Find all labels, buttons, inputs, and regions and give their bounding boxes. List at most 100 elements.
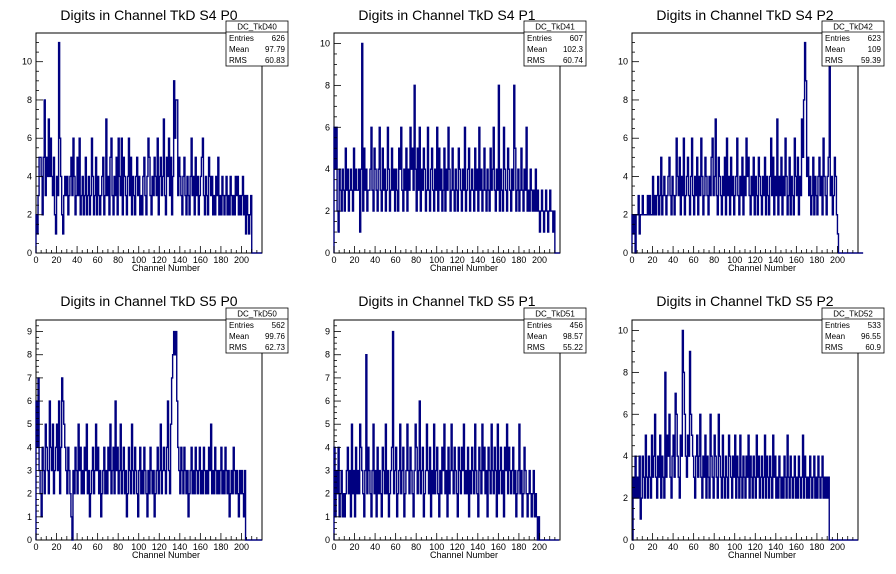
- x-tick-label: 40: [370, 255, 380, 265]
- stats-box-frame: [225, 307, 289, 354]
- x-tick-label: 200: [234, 542, 249, 552]
- y-tick-label: 0: [27, 535, 32, 545]
- x-tick-label: 20: [52, 542, 62, 552]
- stats-box-name: DC_TkD40: [237, 23, 277, 32]
- y-tick-label: 2: [27, 210, 32, 220]
- x-axis-label: Channel Number: [430, 263, 498, 273]
- y-tick-label: 5: [325, 419, 330, 429]
- x-tick-label: 140: [470, 542, 485, 552]
- histogram-series: [35, 41, 262, 254]
- x-tick-label: 140: [470, 255, 485, 265]
- stats-box-frame: [523, 20, 587, 67]
- x-tick-label: 200: [234, 255, 249, 265]
- stats-value: 626: [272, 34, 286, 43]
- y-tick-label: 4: [623, 171, 628, 181]
- x-tick-label: 160: [193, 255, 208, 265]
- stats-label: Mean: [527, 45, 547, 54]
- stats-label: Entries: [527, 321, 552, 330]
- y-tick-label: 0: [623, 248, 628, 258]
- y-tick-label: 4: [623, 451, 628, 461]
- x-tick-label: 80: [113, 542, 123, 552]
- stats-value: 59.39: [861, 56, 882, 65]
- stats-value: 60.9: [865, 343, 881, 352]
- stats-box: DC_TkD41 Entries 607 Mean 102.3 RMS 60.74: [523, 20, 587, 67]
- chart-title: Digits in Channel TkD S4 P2: [656, 7, 833, 23]
- stats-box-frame: [821, 20, 885, 67]
- x-tick-label: 100: [727, 255, 742, 265]
- histogram-panel: Digits in Channel TkD S5 P20 20 40 60 80 100 1…: [618, 293, 885, 560]
- y-tick-label: 1: [325, 512, 330, 522]
- y-tick-label: 6: [623, 133, 628, 143]
- y-tick-label: 9: [27, 327, 32, 337]
- y-tick-label: 10: [618, 57, 628, 67]
- x-tick-label: 160: [491, 542, 506, 552]
- stats-box-name: DC_TkD41: [535, 23, 575, 32]
- x-tick-label: 40: [668, 255, 678, 265]
- x-tick-label: 100: [131, 255, 146, 265]
- x-tick-label: 80: [411, 255, 421, 265]
- stats-box: DC_TkD52 Entries 533 Mean 96.55 RMS 60.9: [821, 307, 885, 354]
- y-tick-label: 10: [320, 38, 330, 48]
- x-axis-label: Channel Number: [132, 550, 200, 560]
- stats-box: DC_TkD42 Entries 623 Mean 109 RMS 59.39: [821, 20, 885, 67]
- x-axis-label: Channel Number: [728, 550, 796, 560]
- y-tick-label: 8: [325, 80, 330, 90]
- chart-title: Digits in Channel TkD S5 P1: [358, 293, 535, 309]
- x-tick-label: 120: [748, 542, 763, 552]
- x-tick-label: 0: [331, 255, 336, 265]
- stats-value: 98.57: [563, 332, 584, 341]
- stats-value: 99.76: [265, 332, 286, 341]
- x-tick-label: 120: [450, 255, 465, 265]
- x-tick-label: 160: [491, 255, 506, 265]
- stats-label: Mean: [229, 45, 249, 54]
- x-tick-label: 0: [629, 255, 634, 265]
- x-tick-label: 20: [52, 255, 62, 265]
- y-tick-label: 6: [623, 409, 628, 419]
- x-tick-label: 80: [113, 255, 123, 265]
- histogram-series: [333, 330, 559, 541]
- y-tick-label: 8: [325, 350, 330, 360]
- stats-label: Entries: [527, 34, 552, 43]
- stats-label: Mean: [229, 332, 249, 341]
- stats-value: 62.73: [265, 343, 286, 352]
- x-tick-label: 60: [689, 255, 699, 265]
- histogram-panel: Digits in Channel TkD S4 P00 20 40 60 80 100 1…: [22, 7, 289, 273]
- x-tick-label: 60: [689, 542, 699, 552]
- y-tick-label: 0: [623, 535, 628, 545]
- y-tick-label: 8: [27, 350, 32, 360]
- y-tick-label: 8: [623, 367, 628, 377]
- x-tick-label: 60: [93, 255, 103, 265]
- y-tick-label: 4: [27, 442, 32, 452]
- stats-value: 533: [868, 321, 882, 330]
- x-tick-label: 180: [213, 542, 228, 552]
- y-tick-label: 2: [27, 489, 32, 499]
- x-tick-label: 40: [370, 542, 380, 552]
- x-tick-label: 40: [72, 542, 82, 552]
- y-tick-label: 2: [623, 210, 628, 220]
- stats-box-frame: [225, 20, 289, 67]
- x-axis-label: Channel Number: [728, 263, 796, 273]
- histogram-series: [333, 42, 560, 254]
- x-tick-label: 100: [429, 255, 444, 265]
- y-tick-label: 3: [27, 466, 32, 476]
- stats-label: Mean: [527, 332, 547, 341]
- y-tick-label: 0: [325, 535, 330, 545]
- x-tick-label: 180: [809, 255, 824, 265]
- y-tick-label: 4: [325, 164, 330, 174]
- chart-title: Digits in Channel TkD S5 P0: [60, 293, 237, 309]
- stats-box-name: DC_TkD42: [833, 23, 873, 32]
- stats-label: Entries: [229, 321, 254, 330]
- x-tick-label: 20: [350, 255, 360, 265]
- y-tick-label: 3: [325, 466, 330, 476]
- x-tick-label: 180: [511, 542, 526, 552]
- y-tick-label: 2: [623, 493, 628, 503]
- y-tick-label: 7: [27, 373, 32, 383]
- stats-value: 456: [570, 321, 584, 330]
- chart-title: Digits in Channel TkD S4 P0: [60, 7, 237, 23]
- stats-label: Entries: [825, 321, 850, 330]
- x-tick-label: 140: [172, 255, 187, 265]
- stats-value: 623: [868, 34, 882, 43]
- y-tick-label: 0: [325, 248, 330, 258]
- y-tick-label: 9: [325, 327, 330, 337]
